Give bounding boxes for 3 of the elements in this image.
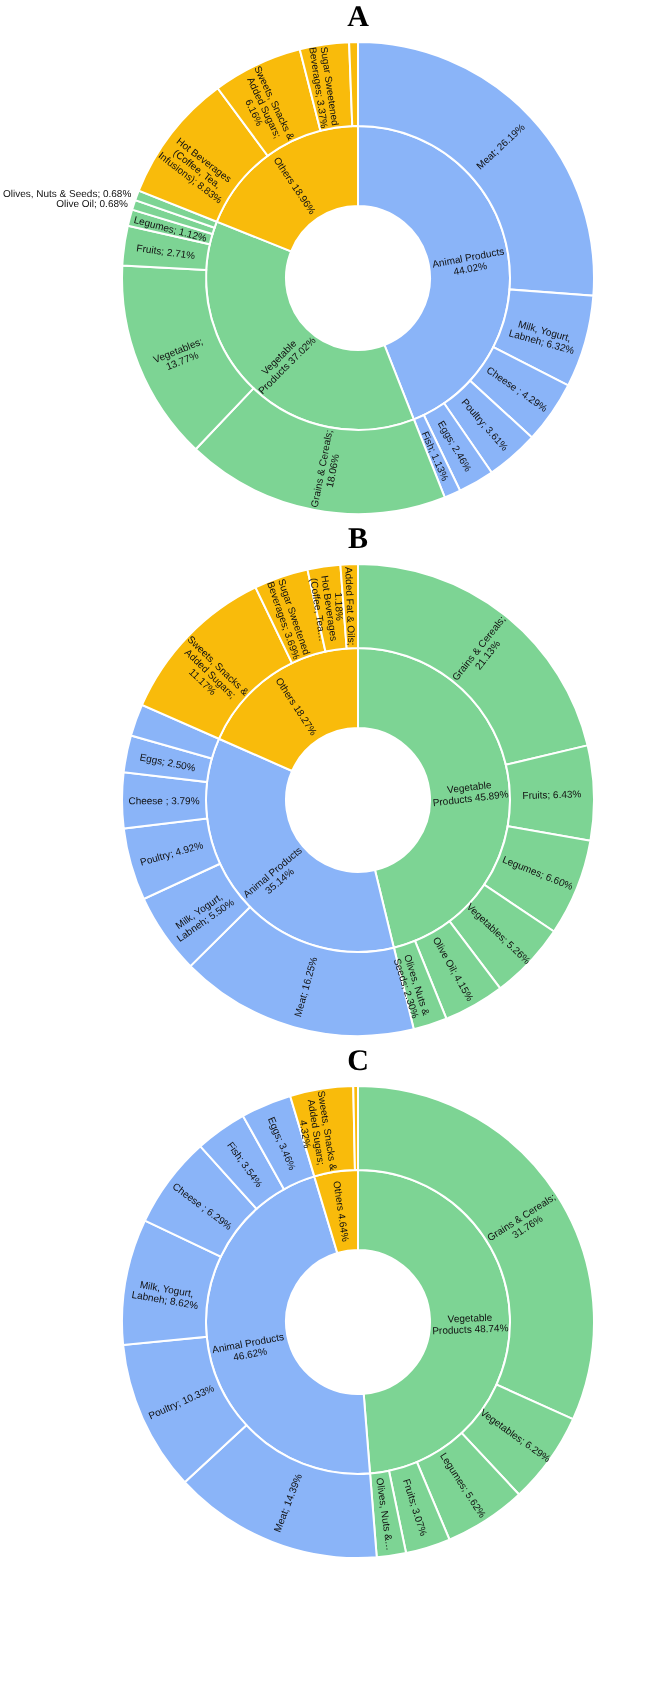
chart-title: B [347,524,369,556]
chart-title: C [347,1046,369,1078]
chart-title: A [347,2,370,34]
